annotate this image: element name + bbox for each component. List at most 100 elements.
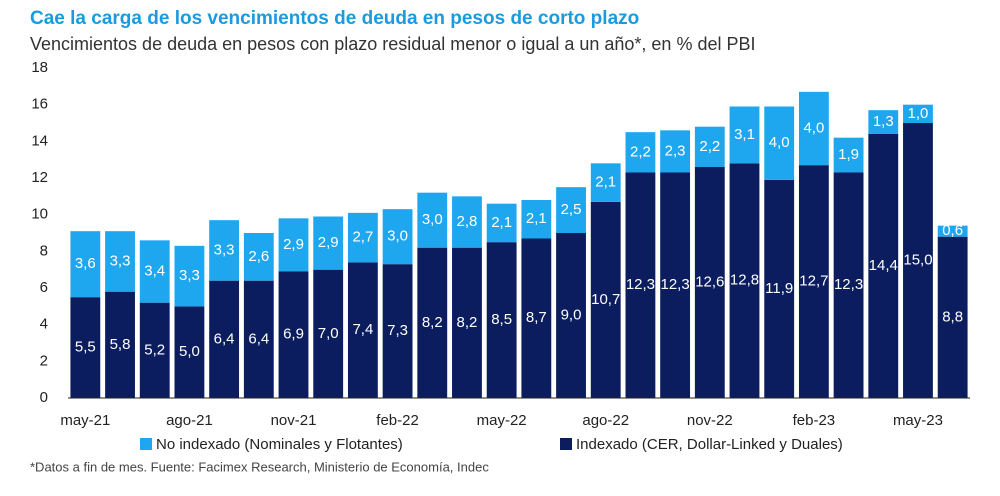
value-label: 2,9 — [283, 236, 304, 253]
value-label: 12,8 — [730, 272, 759, 289]
value-label: 12,3 — [661, 276, 690, 293]
value-label: 10,7 — [591, 291, 620, 308]
bar-segment — [556, 233, 586, 398]
y-tick-label: 10 — [31, 206, 48, 223]
value-label: 6,9 — [283, 326, 304, 343]
x-tick-label: may-23 — [893, 412, 943, 429]
value-label: 5,8 — [110, 336, 131, 353]
bar-segment — [486, 203, 517, 243]
value-label: 8,2 — [457, 314, 478, 331]
bar-segment — [798, 165, 829, 398]
y-tick-label: 14 — [31, 132, 48, 149]
bar-segment — [347, 212, 378, 263]
value-label: 12,7 — [799, 273, 828, 290]
footnote: *Datos a fin de mes. Fuente: Facimex Res… — [30, 459, 489, 474]
x-tick-label: may-21 — [60, 412, 110, 429]
value-label: 2,7 — [352, 229, 373, 246]
x-tick-label: ago-21 — [166, 412, 213, 429]
value-label: 3,0 — [422, 211, 443, 228]
bar-segment — [764, 106, 795, 180]
bar-segment — [868, 110, 899, 134]
value-label: 3,1 — [734, 126, 755, 143]
legend-swatch — [560, 438, 572, 450]
bar-segment — [729, 106, 760, 164]
value-label: 2,9 — [318, 234, 339, 251]
bar-segment — [313, 269, 344, 398]
bar-segment — [798, 91, 829, 166]
value-label: 2,1 — [526, 210, 547, 227]
value-label: 7,0 — [318, 325, 339, 342]
value-label: 8,7 — [526, 309, 547, 326]
y-tick-label: 8 — [40, 242, 48, 259]
value-label: 7,3 — [387, 322, 408, 339]
bar-segment — [278, 218, 309, 272]
value-label: 2,6 — [248, 248, 269, 265]
value-label: 2,8 — [457, 213, 478, 230]
bar-segment — [243, 280, 274, 398]
bar-segment — [278, 271, 309, 398]
bar-segment — [174, 245, 205, 307]
x-tick-label: ago-22 — [582, 412, 629, 429]
value-label: 4,0 — [769, 134, 790, 151]
value-label: 8,8 — [942, 308, 963, 325]
bar-segment — [70, 297, 101, 398]
bar-segment — [243, 233, 274, 281]
y-tick-label: 2 — [40, 352, 48, 369]
value-label: 6,4 — [248, 330, 269, 347]
x-tick-label: feb-23 — [793, 412, 836, 429]
value-label: 9,0 — [561, 306, 582, 323]
x-tick-label: nov-21 — [271, 412, 317, 429]
value-label: 3,3 — [110, 252, 131, 269]
value-label: 12,3 — [626, 276, 655, 293]
bar-segment — [486, 242, 517, 398]
bar-segment — [625, 172, 656, 398]
value-label: 15,0 — [903, 251, 932, 268]
x-tick-label: nov-22 — [687, 412, 733, 429]
value-label: 1,9 — [838, 146, 859, 163]
y-tick-label: 6 — [40, 279, 48, 296]
bar-segment — [903, 104, 933, 123]
value-label: 2,1 — [595, 174, 616, 191]
value-label: 12,6 — [695, 273, 724, 290]
bar-segment — [625, 132, 656, 173]
bar-segment — [590, 201, 621, 398]
x-tick-label: may-22 — [477, 412, 527, 429]
bar-segment — [417, 247, 448, 398]
bar-segment — [833, 172, 864, 398]
legend-label: No indexado (Nominales y Flotantes) — [156, 436, 403, 453]
bar-segment — [521, 238, 552, 398]
value-label: 3,3 — [179, 267, 200, 284]
value-label: 8,5 — [491, 311, 512, 328]
bar-segment — [764, 179, 795, 398]
x-tick-label: feb-22 — [376, 412, 419, 429]
value-label: 2,1 — [491, 214, 512, 231]
value-label: 2,3 — [665, 142, 686, 159]
bar-segment — [347, 262, 378, 398]
y-tick-label: 16 — [31, 96, 48, 113]
value-label: 8,2 — [422, 314, 443, 331]
value-label: 3,6 — [75, 255, 96, 272]
value-label: 2,5 — [561, 201, 582, 218]
bar-segment — [139, 302, 170, 398]
bar-segment — [937, 236, 968, 398]
value-label: 4,0 — [803, 119, 824, 136]
bar-segment — [452, 196, 482, 248]
y-tick-label: 0 — [40, 389, 48, 406]
bar-segment — [868, 134, 899, 398]
bar-segment — [729, 163, 760, 398]
value-label: 3,0 — [387, 228, 408, 245]
value-label: 1,3 — [873, 113, 894, 130]
value-label: 3,4 — [144, 262, 165, 279]
legend-label: Indexado (CER, Dollar-Linked y Duales) — [576, 436, 843, 453]
legend-swatch — [140, 438, 152, 450]
bar-segment — [417, 192, 448, 248]
bar-segment — [833, 137, 864, 173]
bar-segment — [521, 200, 552, 239]
value-label: 3,3 — [214, 241, 235, 258]
value-label: 6,4 — [214, 330, 235, 347]
bar-segment — [313, 216, 344, 270]
bar-segment — [903, 123, 933, 398]
value-label: 5,2 — [144, 341, 165, 358]
value-label: 0,6 — [942, 222, 963, 239]
bar-segment — [209, 220, 240, 281]
